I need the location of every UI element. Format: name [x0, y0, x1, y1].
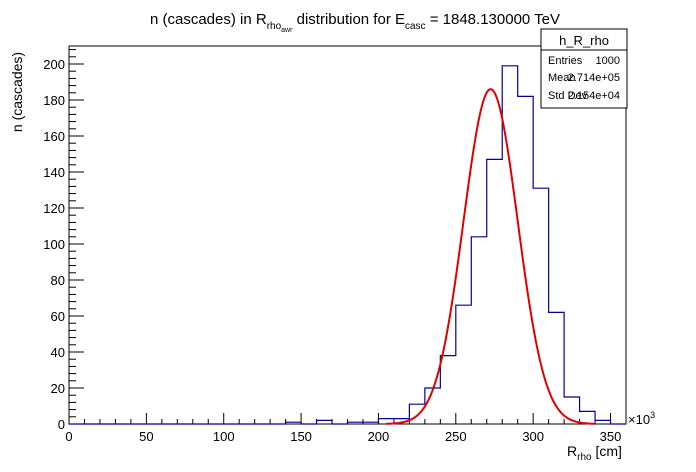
x-axis-label: Rrho [cm] — [567, 443, 622, 463]
y-axis-label: n (cascades) — [9, 52, 25, 132]
x-multiplier: ×103 — [628, 410, 655, 427]
x-tick-label: 0 — [65, 429, 72, 444]
histogram-bin — [533, 188, 548, 424]
histogram-bin — [471, 237, 486, 424]
y-tick-label: 60 — [51, 309, 65, 324]
x-tick-label: 300 — [522, 429, 544, 444]
x-tick-label: 200 — [368, 429, 390, 444]
axis-ticks: 0 50 100 150 200 250 300 350 0 20 40 60 80 100 120 140 1… — [43, 49, 627, 444]
stats-value-stddev: 2.154e+04 — [568, 90, 620, 102]
stats-value-entries: 1000 — [596, 55, 620, 67]
stats-label-mean: Mean — [548, 72, 576, 84]
histogram-bins — [69, 65, 626, 425]
histogram-outline — [69, 65, 626, 425]
x-tick-label: 150 — [290, 429, 312, 444]
y-tick-label: 120 — [43, 201, 65, 216]
stats-label-entries: Entries — [548, 55, 583, 67]
stats-box: h_R_rho Entries 1000 Mean 2.714e+05 Std … — [540, 28, 628, 109]
histogram-bin — [487, 159, 502, 424]
y-tick-label: 20 — [51, 381, 65, 396]
histogram-bin — [409, 404, 424, 424]
x-tick-label: 50 — [139, 429, 153, 444]
y-tick-label: 200 — [43, 57, 65, 72]
x-tick-label: 250 — [445, 429, 467, 444]
stats-label-stddev: Std Dev — [548, 90, 588, 102]
y-tick-label: 0 — [58, 417, 65, 432]
x-tick-label: 350 — [600, 429, 622, 444]
histogram-bin — [518, 96, 533, 424]
y-tick-label: 160 — [43, 129, 65, 144]
x-tick-label: 100 — [213, 429, 235, 444]
y-tick-label: 100 — [43, 237, 65, 252]
histogram-bin — [440, 356, 455, 424]
stats-title: h_R_rho — [559, 33, 609, 48]
y-tick-label: 140 — [43, 165, 65, 180]
y-tick-label: 80 — [51, 273, 65, 288]
stats-value-mean: 2.714e+05 — [568, 72, 620, 84]
histogram-bin — [502, 66, 517, 424]
histogram-bin — [456, 305, 471, 424]
fit-curve — [386, 88, 596, 425]
y-tick-label: 180 — [43, 93, 65, 108]
chart-title: n (cascades) in Rrhoawr distribution for… — [150, 11, 560, 34]
y-tick-label: 40 — [51, 345, 65, 360]
histogram-bin — [425, 388, 440, 424]
gaussian-fit — [386, 88, 596, 425]
